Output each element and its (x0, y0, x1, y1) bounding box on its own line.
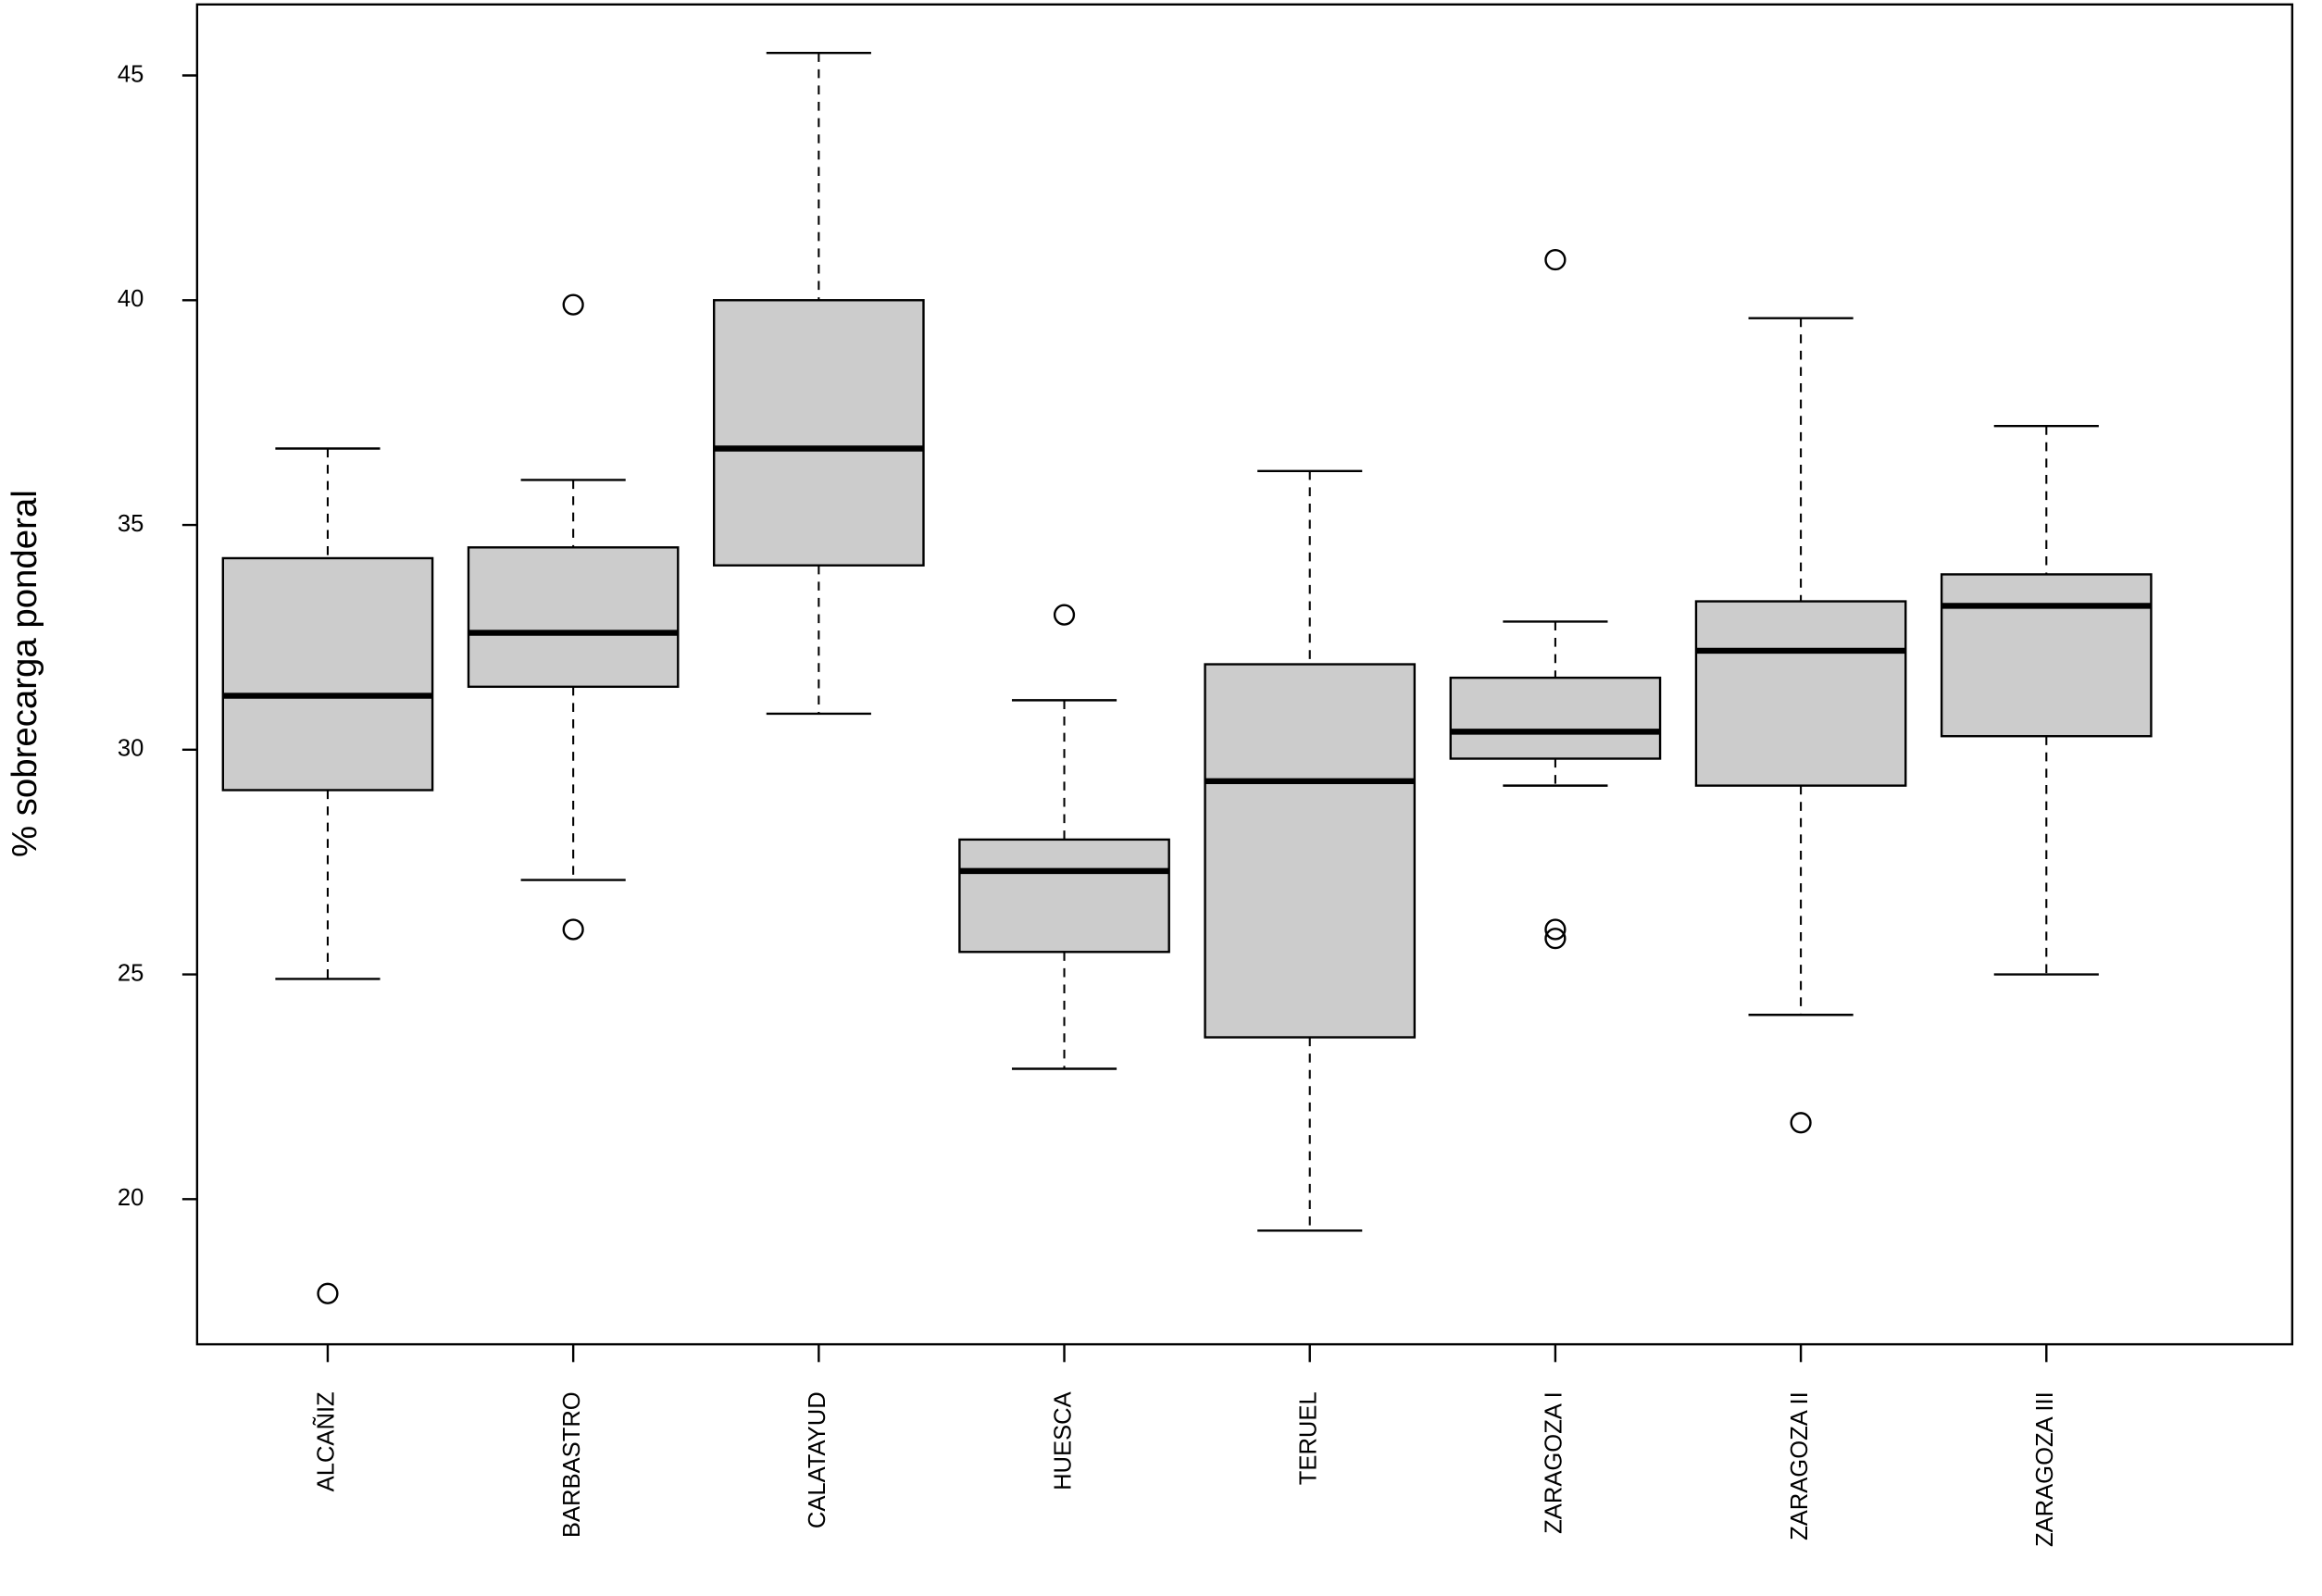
outlier (1544, 918, 1567, 941)
x-tick-label: TERUEL (1295, 1391, 1321, 1485)
outlier (1544, 928, 1567, 950)
outlier (1790, 1112, 1812, 1134)
x-tick-label: ZARAGOZA III (2032, 1391, 2058, 1547)
y-axis-label: % sobrecarga ponderal (5, 490, 44, 857)
box (467, 546, 680, 689)
outlier (562, 918, 584, 941)
y-tick-label: 25 (118, 960, 144, 986)
box (1940, 573, 2153, 738)
box (712, 299, 925, 567)
x-tick-label: ZARAGOZA II (1787, 1391, 1813, 1540)
y-tick-label: 20 (118, 1185, 144, 1211)
x-tick-label: CALATAYUD (805, 1391, 830, 1528)
y-tick-label: 40 (118, 286, 144, 312)
x-tick-label: BARBASTRO (559, 1391, 585, 1538)
plot-frame (195, 3, 2294, 1346)
y-tick-label: 45 (118, 61, 144, 87)
x-tick-label: HUESCA (1050, 1390, 1076, 1490)
x-tick-label: ZARAGOZA I (1542, 1391, 1567, 1534)
box (221, 556, 434, 792)
outlier (1053, 604, 1076, 626)
x-tick-label: ALCAÑIZ (313, 1391, 340, 1491)
outlier (562, 293, 584, 316)
outlier (317, 1282, 339, 1304)
box (958, 838, 1170, 954)
y-tick-label: 35 (118, 511, 144, 537)
outlier (1544, 248, 1567, 271)
box (1694, 600, 1907, 787)
y-tick-label: 30 (118, 736, 144, 762)
box (1449, 676, 1662, 760)
box (1204, 663, 1417, 1039)
